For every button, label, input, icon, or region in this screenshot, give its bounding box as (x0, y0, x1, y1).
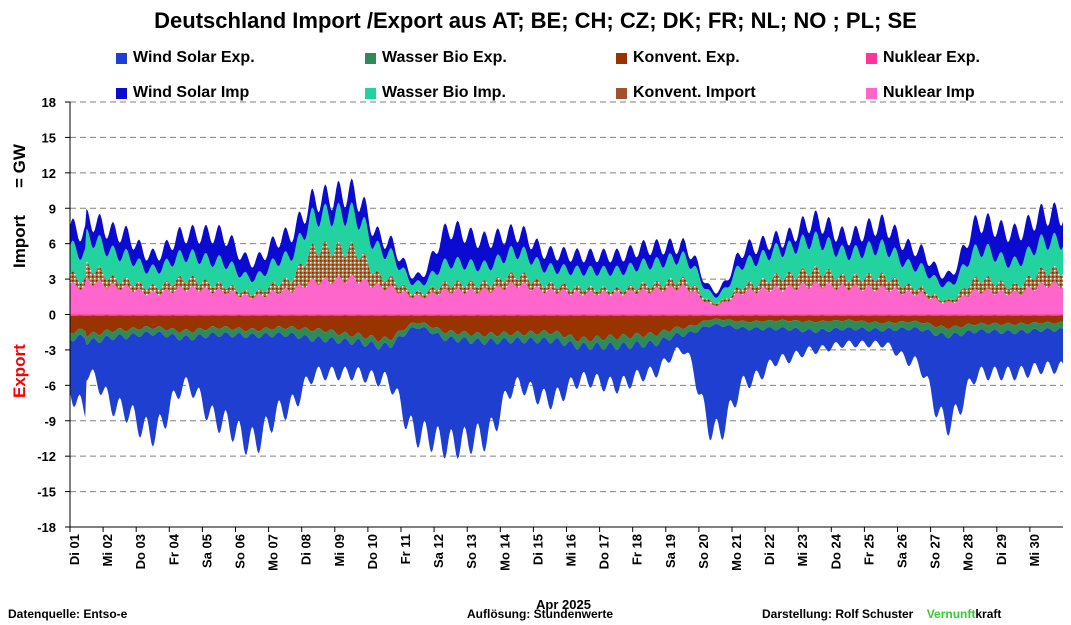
x-tick-label: Mo 07 (266, 534, 281, 571)
area-import-nuklear-imp (70, 274, 1063, 315)
x-tick-label: Sa 12 (431, 534, 446, 568)
y-tick-label: -3 (44, 343, 56, 358)
area-export-nuklear-exp- (70, 314, 1063, 316)
legend-label: Wind Solar Imp (133, 84, 250, 101)
footer-resolution: Auflösung: Stundenwerte (467, 607, 613, 621)
y-tick-label: -15 (37, 485, 56, 500)
legend-label: Wasser Bio Exp. (382, 49, 507, 66)
y-tick-label: -18 (37, 520, 56, 535)
legend-swatch (866, 52, 877, 64)
x-tick-label: Do 17 (597, 534, 612, 569)
x-tick-label: Fr 11 (398, 534, 413, 564)
x-tick-label: So 27 (928, 534, 943, 569)
area-export-konvent-exp- (70, 315, 1063, 342)
legend-label: Konvent. Exp. (633, 49, 740, 66)
legend-item: Konvent. Import (616, 84, 756, 102)
x-tick-label: Di 22 (762, 534, 777, 565)
legend-swatch (616, 87, 627, 99)
x-tick-label: Mi 09 (332, 534, 347, 567)
x-tick-label: Di 01 (67, 534, 82, 565)
legend-label: Wind Solar Exp. (133, 49, 255, 66)
x-tick-label: So 20 (696, 534, 711, 569)
y-tick-label: 0 (49, 308, 56, 323)
x-tick-label: So 13 (464, 534, 479, 569)
area-export-wasser-bio-exp- (70, 318, 1063, 351)
x-tick-label: Mi 16 (564, 534, 579, 567)
legend-swatch (365, 87, 376, 99)
y-tick-label: 6 (49, 237, 56, 252)
chart-title: Deutschland Import /Export aus AT; BE; C… (154, 8, 917, 33)
x-tick-label: Mi 23 (795, 534, 810, 567)
legend-swatch (616, 52, 627, 64)
x-tick-label: Di 15 (530, 534, 545, 565)
brand-black: kraft (975, 607, 1002, 621)
area-import-wasser-bio-imp- (70, 202, 1063, 304)
area-import-konvent-import (70, 240, 1063, 307)
legend-item: Nuklear Imp (866, 84, 975, 102)
footer-author: Darstellung: Rolf Schuster Vernunftkraft (762, 607, 1001, 621)
x-tick-label: Do 03 (133, 534, 148, 569)
y-tick-label: 3 (49, 272, 56, 287)
y-tick-label: 15 (42, 130, 56, 145)
brand-green: Vernunft (926, 607, 976, 621)
legend-item: Nuklear Exp. (866, 49, 980, 67)
month-label: Apr 2025 (536, 597, 591, 612)
area-export-wind-solar-exp- (70, 323, 1063, 459)
legend-label: Konvent. Import (633, 84, 756, 101)
legend-item: Wind Solar Exp. (116, 49, 255, 67)
x-tick-label: Do 10 (365, 534, 380, 569)
legend-label: Nuklear Exp. (883, 49, 980, 66)
x-tick-label: Mi 02 (100, 534, 115, 567)
x-tick-label: Di 08 (299, 534, 314, 565)
legend-item: Wasser Bio Imp. (365, 84, 506, 102)
x-tick-label: Fr 18 (630, 534, 645, 565)
y-tick-label: 12 (42, 166, 56, 181)
footer-source: Datenquelle: Entso-e (8, 607, 128, 621)
x-tick-label: Mi 30 (1027, 534, 1042, 567)
y-tick-label: 9 (49, 201, 56, 216)
legend-swatch (116, 52, 127, 64)
x-tick-label: So 06 (233, 534, 248, 569)
x-tick-label: Mo 14 (497, 533, 512, 571)
legend-swatch (116, 87, 127, 99)
x-tick-label: Mo 21 (729, 534, 744, 571)
y-tick-label: -6 (44, 378, 56, 393)
y-tick-label: -12 (37, 449, 56, 464)
x-tick-label: Sa 19 (663, 534, 678, 568)
legend-item: Wind Solar Imp (116, 84, 249, 102)
x-tick-label: Sa 26 (895, 534, 910, 568)
x-tick-label: Di 29 (994, 534, 1009, 565)
x-tick-label: Fr 25 (861, 534, 876, 565)
footer-author-text: Darstellung: Rolf Schuster (762, 607, 914, 621)
legend-swatch (365, 52, 376, 64)
area-import-wind-solar-imp (70, 178, 1063, 298)
legend-label: Nuklear Imp (883, 84, 975, 101)
legend-swatch (866, 87, 877, 99)
x-tick-label: Fr 04 (166, 533, 181, 565)
legend-item: Konvent. Exp. (616, 49, 740, 67)
legend-label: Wasser Bio Imp. (382, 84, 506, 101)
x-tick-label: Mo 28 (961, 534, 976, 571)
x-tick-label: Do 24 (828, 533, 843, 569)
y-tick-label: -9 (44, 414, 56, 429)
y-tick-label: 18 (42, 95, 56, 110)
legend-item: Wasser Bio Exp. (365, 49, 507, 67)
x-tick-label: Sa 05 (199, 534, 214, 568)
